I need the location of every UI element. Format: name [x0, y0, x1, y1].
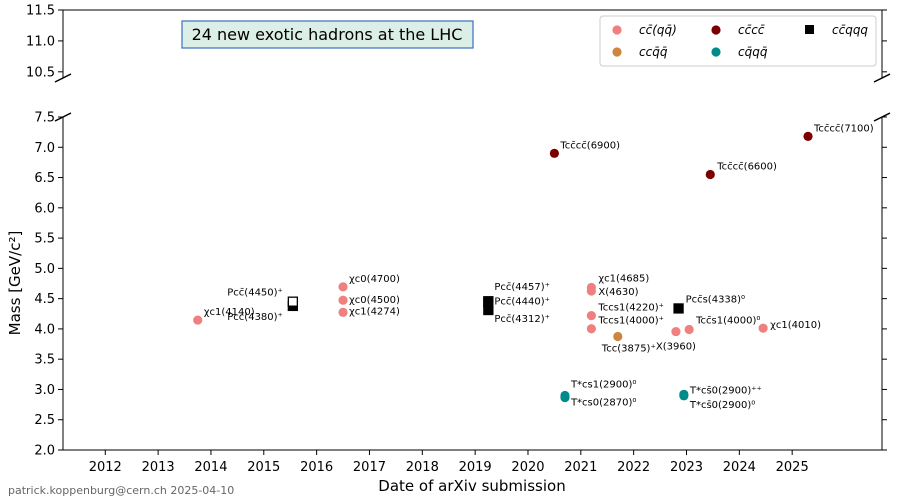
upper-y-tick-label: 10.5 [26, 65, 55, 80]
data-point-circle [338, 295, 348, 305]
data-point-circle [586, 286, 596, 296]
point-label: χc1(4685) [598, 273, 649, 284]
data-point-circle [613, 331, 623, 342]
lower-y-tick-label: 4.5 [34, 292, 55, 307]
data-points [193, 131, 813, 403]
point-label: χc0(4700) [349, 274, 400, 285]
point-label: Tccs1(4220)⁺ [597, 303, 664, 314]
lower-y-tick-label: 3.0 [34, 383, 55, 398]
upper-panel: 10.5 11.0 11.5 [26, 4, 891, 83]
data-point-circle [338, 307, 348, 317]
data-point-square [287, 296, 298, 307]
upper-y-tick-label: 11.5 [26, 4, 55, 19]
x-tick-label: 2014 [194, 460, 227, 475]
x-tick-label: 2024 [723, 460, 756, 475]
point-label: Pcc̄(4457)⁺ [494, 282, 550, 293]
point-label: T*cs1(2900)⁰ [570, 380, 636, 391]
point-label: Tcc̄cc̄(6600) [716, 162, 777, 173]
x-tick-label: 2015 [247, 460, 280, 475]
point-label: Tccs1(4000)⁺ [597, 316, 664, 327]
point-label: Tcc̄s1(4000)⁰ [695, 316, 760, 327]
point-label: T*cs0(2870)⁰ [570, 398, 636, 409]
point-label: χc0(4500) [349, 295, 400, 306]
point-label: Pcc̄(4450)⁺ [227, 288, 283, 299]
chart-title: 24 new exotic hadrons at the LHC [192, 25, 463, 44]
x-tick-label: 2021 [564, 460, 597, 475]
data-point-circle [586, 310, 596, 321]
legend-label: cc̄(qq̄) [639, 23, 677, 37]
point-label: X(3960) [656, 342, 696, 353]
point-label: X(4630) [598, 287, 638, 298]
legend-marker [805, 25, 814, 34]
lower-y-tick-label: 2.0 [34, 444, 55, 459]
data-point-circle [679, 391, 689, 401]
legend-marker [612, 47, 622, 57]
data-point-circle [671, 326, 681, 337]
data-point-square [673, 303, 684, 314]
lower-y-tick-label: 5.5 [34, 232, 55, 247]
point-label: Tcc(3875)⁺ [601, 343, 656, 354]
x-tick-label: 2013 [142, 460, 175, 475]
x-tick-label: 2025 [776, 460, 809, 475]
data-point-circle [338, 282, 348, 292]
x-tick-label: 2023 [670, 460, 703, 475]
x-tick-label: 2017 [353, 460, 386, 475]
data-point-circle [193, 315, 203, 325]
y-axis-label: Mass [GeV/c²] [6, 231, 24, 336]
point-label: χc1(4010) [770, 320, 821, 331]
lower-y-tick-label: 6.0 [34, 201, 55, 216]
point-label: T*cs̄0(2900)⁰ [689, 400, 755, 411]
x-tick-label: 2012 [89, 460, 122, 475]
upper-y-tick-label: 11.0 [26, 34, 55, 49]
x-tick-label: 2016 [300, 460, 333, 475]
data-point-circle [803, 131, 813, 141]
legend-label: cq̄qq̄ [738, 45, 768, 59]
point-labels: χc1(4140) χc1(4274)χc0(4500) χc0(4700) χc1(… [204, 123, 874, 410]
legend-label: cc̄cc̄ [738, 23, 765, 37]
point-label: T*cs̄0(2900)⁺⁺ [689, 385, 762, 396]
point-label: Pcc̄(4440)⁺ [494, 296, 550, 307]
title-box: 24 new exotic hadrons at the LHC [181, 20, 474, 49]
point-label: Pcc̄s(4338)⁰ [686, 294, 746, 305]
point-label: Tcc̄cc̄(6900) [559, 140, 620, 151]
data-point-circle [549, 148, 560, 158]
x-tick-label: 2019 [459, 460, 492, 475]
footer-credit: patrick.koppenburg@cern.ch 2025-04-10 [8, 484, 234, 497]
legend-marker [711, 25, 721, 35]
point-label: Tcc̄cc̄(7100) [813, 123, 874, 134]
lower-y-tick-label: 5.0 [34, 262, 55, 277]
x-tick-label: 2020 [511, 460, 544, 475]
legend: cc̄(qq̄) ccq̄q̄ cc̄cc̄ cq̄qq̄ cc̄qqq [599, 15, 877, 67]
axis-break-mark [54, 73, 72, 83]
data-point-circle [560, 392, 570, 403]
axis-break-mark [873, 73, 891, 83]
legend-marker [612, 25, 622, 35]
data-point-circle [705, 169, 715, 180]
lower-y-tick-label: 7.5 [34, 111, 55, 126]
x-tick-label: 2022 [617, 460, 650, 475]
point-label: Pcc̄(4312)⁺ [494, 314, 550, 325]
x-tick-label: 2018 [406, 460, 439, 475]
data-point-circle [758, 323, 768, 333]
lower-y-tick-label: 6.5 [34, 171, 55, 186]
point-label: Pcc̄(4380)⁺ [227, 312, 283, 323]
data-point-square [483, 296, 494, 307]
point-label: χc1(4274) [349, 306, 400, 317]
data-point-circle [684, 324, 694, 335]
data-point-circle [586, 324, 596, 334]
legend-label: cc̄qqq [832, 23, 868, 37]
point-label: χc1(4140) [204, 307, 255, 318]
lower-y-tick-label: 2.5 [34, 413, 55, 428]
legend-marker [711, 47, 721, 57]
x-axis-label: Date of arXiv submission [378, 477, 565, 495]
lower-panel: 2.0 2.5 3.0 3.5 4.0 4.5 5.0 5.5 6.0 6.5 7.0 7.5 2012… [34, 111, 891, 475]
lower-y-tick-label: 3.5 [34, 353, 55, 368]
lower-y-tick-label: 4.0 [34, 322, 55, 337]
legend-label: ccq̄q̄ [639, 45, 668, 59]
lower-y-tick-label: 7.0 [34, 141, 55, 156]
